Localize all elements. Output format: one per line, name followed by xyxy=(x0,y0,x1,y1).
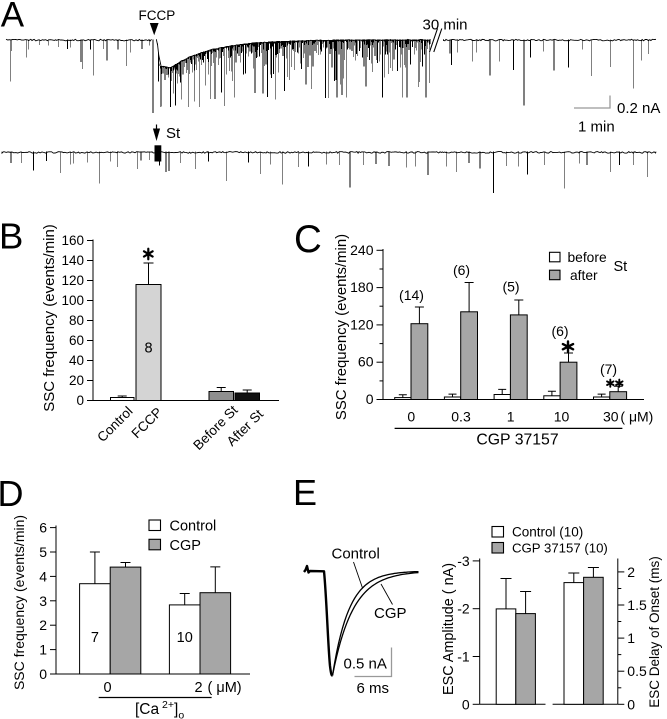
svg-text:60: 60 xyxy=(69,333,84,348)
svg-text:0.3: 0.3 xyxy=(451,409,471,425)
svg-text:1.5: 1.5 xyxy=(627,597,647,613)
svg-text:120: 120 xyxy=(350,316,374,332)
svg-text:0: 0 xyxy=(407,409,415,425)
svg-text:St: St xyxy=(614,259,628,275)
svg-text:CGP 37157 (10): CGP 37157 (10) xyxy=(512,541,608,556)
svg-text:0.2 nA: 0.2 nA xyxy=(617,100,660,117)
svg-text:160: 160 xyxy=(61,233,84,248)
svg-text:St: St xyxy=(166,125,181,142)
svg-text:180: 180 xyxy=(350,279,374,295)
svg-text:(14): (14) xyxy=(399,287,424,303)
svg-text:100: 100 xyxy=(61,293,84,308)
svg-text:SSC frequency (events/min): SSC frequency (events/min) xyxy=(11,515,27,690)
svg-text:1: 1 xyxy=(627,630,635,646)
svg-text:(7): (7) xyxy=(600,361,617,377)
svg-text:10: 10 xyxy=(554,409,570,425)
svg-text:5: 5 xyxy=(39,544,47,560)
svg-text:0: 0 xyxy=(366,391,374,407)
svg-text:E: E xyxy=(293,472,317,513)
svg-text:ESC Delay of Onset (ms): ESC Delay of Onset (ms) xyxy=(647,556,662,708)
svg-text:0: 0 xyxy=(627,696,635,712)
svg-text:D: D xyxy=(0,473,24,514)
svg-text:CGP: CGP xyxy=(170,538,201,554)
svg-text:0.5 nA: 0.5 nA xyxy=(344,656,387,673)
svg-text:80: 80 xyxy=(69,313,84,328)
svg-text:2: 2 xyxy=(627,564,635,580)
svg-text:1: 1 xyxy=(39,642,47,658)
svg-text:A: A xyxy=(1,0,25,35)
svg-text:Control (10): Control (10) xyxy=(512,525,583,540)
svg-text:C: C xyxy=(294,218,322,261)
svg-text:0: 0 xyxy=(39,666,47,682)
svg-text:40: 40 xyxy=(69,353,84,368)
svg-text:0: 0 xyxy=(462,696,470,712)
svg-text:before: before xyxy=(568,250,607,265)
svg-text:30: 30 xyxy=(603,409,619,425)
svg-text:0: 0 xyxy=(103,680,111,696)
svg-text:0: 0 xyxy=(76,393,84,408)
svg-text:B: B xyxy=(0,216,23,257)
svg-text:ESC Amplitude ( nA): ESC Amplitude ( nA) xyxy=(441,563,457,695)
svg-text:2: 2 xyxy=(194,680,202,696)
svg-text:SSC frequency (events/min): SSC frequency (events/min) xyxy=(41,224,58,412)
svg-text:3: 3 xyxy=(39,593,47,609)
svg-text:4: 4 xyxy=(39,568,47,584)
svg-text:6 ms: 6 ms xyxy=(357,680,390,697)
svg-text:(6): (6) xyxy=(453,262,470,278)
svg-text:0.5: 0.5 xyxy=(627,663,647,679)
svg-text:( μM): ( μM) xyxy=(208,680,242,696)
svg-text:CGP 37157: CGP 37157 xyxy=(476,432,558,449)
svg-text:6: 6 xyxy=(39,520,47,536)
svg-text:120: 120 xyxy=(61,273,84,288)
svg-text:after: after xyxy=(570,268,598,283)
svg-text:1: 1 xyxy=(507,409,515,425)
svg-text:8: 8 xyxy=(144,341,152,357)
svg-text:7: 7 xyxy=(91,630,99,646)
svg-text:(6): (6) xyxy=(551,323,568,339)
svg-text:SSC frequency (events/min): SSC frequency (events/min) xyxy=(334,234,350,420)
svg-text:Control: Control xyxy=(170,519,217,535)
svg-text:-1: -1 xyxy=(457,649,470,665)
svg-text:1 min: 1 min xyxy=(578,119,615,136)
svg-text:240: 240 xyxy=(350,242,374,258)
svg-text:FCCP: FCCP xyxy=(139,8,176,23)
svg-text:-2: -2 xyxy=(457,601,470,617)
svg-text:10: 10 xyxy=(177,630,193,646)
svg-text:30 min: 30 min xyxy=(423,17,468,34)
svg-text:Control: Control xyxy=(332,546,380,563)
svg-text:( μM): ( μM) xyxy=(620,409,653,425)
svg-text:20: 20 xyxy=(69,373,84,388)
svg-text:140: 140 xyxy=(61,253,84,268)
svg-text:60: 60 xyxy=(358,354,374,370)
svg-text:(5): (5) xyxy=(502,279,519,295)
svg-text:CGP: CGP xyxy=(374,605,407,622)
svg-text:2: 2 xyxy=(39,617,47,633)
svg-text:-3: -3 xyxy=(457,553,470,569)
